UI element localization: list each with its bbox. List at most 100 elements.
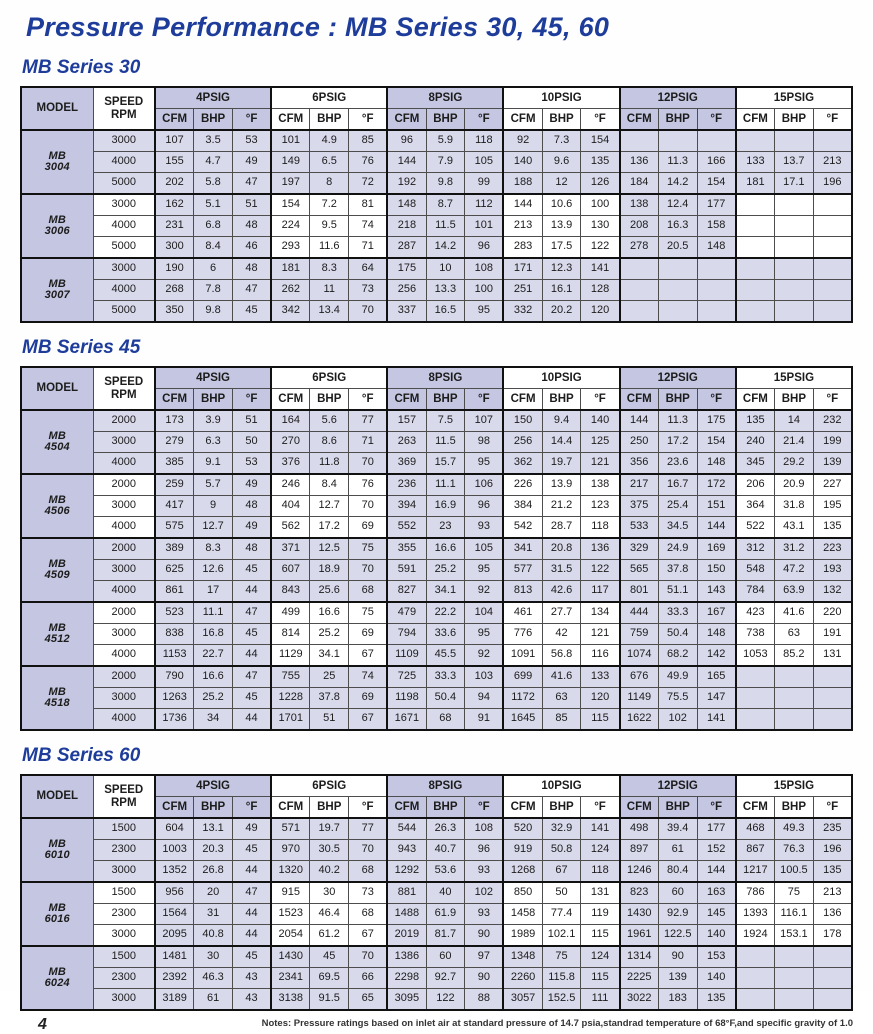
data-cell: 16.7 [657,473,698,496]
table-row: 3000 2095 40.8 44 2054 61.2 67 2019 81.7 90 1989 10… [21,924,853,947]
data-cell [812,687,853,709]
model-prefix: MB [48,213,66,226]
data-cell: 34.1 [425,580,466,603]
subcol-header: BHP [774,388,814,411]
data-cell: 1393 [734,903,775,925]
subcol-header: BHP [541,108,582,131]
speed-column-header: SPEED RPM [92,774,156,819]
psig-group-header: 10PSIG [502,774,621,797]
data-cell: 40.2 [309,860,350,883]
data-cell: 63 [774,623,814,645]
data-cell: 122 [580,236,621,259]
data-cell: 1645 [502,708,543,731]
data-cell [774,708,814,731]
data-cell: 17.2 [309,516,350,539]
subcol-header: BHP [309,108,350,131]
data-cell: 250 [618,431,659,453]
subcol-header: °F [464,388,504,411]
model-prefix: MB [48,965,66,978]
data-cell: 14 [774,409,814,432]
data-cell: 171 [502,257,543,280]
speed-cell: 5000 [92,236,156,259]
subcol-header: BHP [193,388,233,411]
data-cell [774,257,814,280]
data-cell: 16.5 [425,300,466,323]
psig-group-header: 15PSIG [734,774,853,797]
data-cell: 759 [618,623,659,645]
data-cell: 49 [231,473,272,496]
subcol-header: °F [696,796,737,819]
data-cell: 533 [618,516,659,539]
model-number: 4504 [44,441,70,453]
data-cell: 26.8 [193,860,233,883]
data-cell: 85.2 [774,644,814,667]
model-cell: MB 4506 [20,473,94,539]
data-cell: 881 [386,881,427,904]
data-cell: 131 [580,881,621,904]
data-cell: 861 [154,580,195,603]
data-cell [618,129,659,152]
data-cell: 196 [812,172,853,195]
data-cell: 103 [464,665,504,688]
data-cell: 838 [154,623,195,645]
page-title: Pressure Performance : MB Series 30, 45,… [26,12,610,42]
table-row: 5000 300 8.4 46 293 11.6 71 287 14.2 96 283 17.5 122… [21,236,853,259]
data-cell: 76 [348,151,388,173]
data-cell: 676 [618,665,659,688]
data-cell: 5.8 [193,172,233,195]
data-cell: 177 [696,193,737,216]
data-cell: 25 [309,665,350,688]
subcol-header: CFM [386,796,427,819]
data-cell: 300 [154,236,195,259]
data-cell: 217 [618,473,659,496]
data-cell: 154 [696,172,737,195]
data-cell: 235 [812,817,853,840]
data-cell: 5.1 [193,193,233,216]
data-cell: 123 [580,495,621,517]
data-cell: 337 [386,300,427,323]
pressure-table: MODEL SPEED RPM 4PSIG 6PSIG 8PSIG 10PSIG 12PSIG… [20,774,853,1011]
data-cell: 150 [502,409,543,432]
data-cell: 96 [464,839,504,861]
data-cell [774,236,814,259]
data-cell: 11.3 [657,409,698,432]
data-cell: 226 [502,473,543,496]
data-cell: 118 [580,516,621,539]
data-cell: 154 [580,129,621,152]
model-number: 3004 [44,161,70,173]
data-cell: 11 [309,279,350,301]
data-cell: 1458 [502,903,543,925]
data-cell: 13.7 [774,151,814,173]
data-cell: 102 [464,881,504,904]
speed-header-line2: RPM [110,796,137,809]
data-cell: 1198 [386,687,427,709]
data-cell: 8 [309,172,350,195]
data-cell: 115.8 [541,967,582,989]
data-cell: 591 [386,559,427,581]
data-cell: 44 [231,924,272,947]
data-cell: 40.7 [425,839,466,861]
data-cell: 3138 [270,988,311,1011]
data-cell: 108 [464,257,504,280]
data-cell: 74 [348,665,388,688]
data-cell: 1153 [154,644,195,667]
data-cell: 44 [231,860,272,883]
data-cell: 45 [231,687,272,709]
data-cell: 520 [502,817,543,840]
data-cell: 240 [734,431,775,453]
data-cell: 213 [812,151,853,173]
data-cell: 195 [812,495,853,517]
data-cell [696,300,737,323]
data-cell: 49.3 [774,817,814,840]
data-cell: 1701 [270,708,311,731]
data-cell: 90 [464,967,504,989]
data-cell: 6.3 [193,431,233,453]
model-prefix: MB [48,685,66,698]
table-row: 4000 575 12.7 49 562 17.2 69 552 23 93 542 28.7 118 5… [21,516,853,539]
model-column-header: MODEL [20,366,94,411]
data-cell: 6.5 [309,151,350,173]
data-cell [774,129,814,152]
data-cell: 196 [812,839,853,861]
data-cell: 106 [464,473,504,496]
data-cell: 915 [270,881,311,904]
